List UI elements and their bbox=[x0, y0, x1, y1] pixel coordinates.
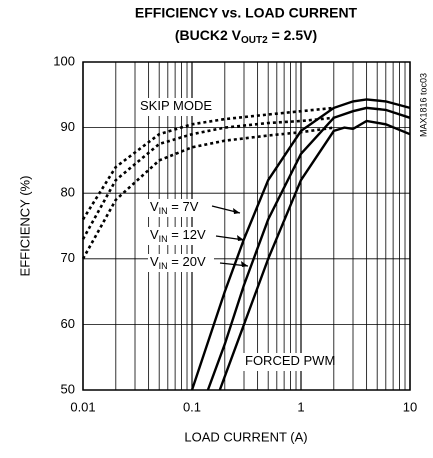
arrow-head bbox=[237, 235, 244, 241]
annotation: VIN = 12V bbox=[150, 227, 206, 244]
annotation: FORCED PWM bbox=[245, 353, 335, 368]
x-tick-label: 10 bbox=[403, 399, 417, 414]
side-note: MAX1816 toc03 bbox=[418, 73, 428, 137]
y-tick-label: 80 bbox=[61, 185, 75, 200]
series-line bbox=[81, 116, 334, 240]
annotation-part: = 7V bbox=[168, 199, 199, 214]
subtitle-sub: OUT2 bbox=[241, 35, 268, 46]
annotation-part: IN bbox=[159, 261, 168, 271]
series-line bbox=[218, 119, 411, 391]
annotation: VIN = 20V bbox=[150, 254, 206, 271]
annotation-part: V bbox=[150, 227, 159, 242]
y-axis-label: EFFICIENCY (%) bbox=[17, 176, 32, 277]
label-bg bbox=[243, 353, 329, 371]
chart-title: EFFICIENCY vs. LOAD CURRENT bbox=[135, 5, 358, 21]
subtitle-part: (BUCK2 V bbox=[175, 27, 242, 43]
annotation-part: IN bbox=[159, 234, 168, 244]
series-line bbox=[206, 106, 411, 391]
series-line bbox=[81, 106, 334, 221]
annotation-part: = 20V bbox=[168, 254, 206, 269]
y-tick-label: 100 bbox=[53, 53, 75, 68]
y-tick-label: 90 bbox=[61, 119, 75, 134]
label-bg bbox=[138, 98, 224, 116]
x-axis-label: LOAD CURRENT (A) bbox=[184, 429, 307, 444]
plot-frame bbox=[82, 61, 411, 391]
label-bg bbox=[148, 254, 214, 272]
annotation-part: V bbox=[150, 199, 159, 214]
arrow-head bbox=[233, 208, 240, 214]
annotation-part: = 12V bbox=[168, 227, 206, 242]
annotation-part: V bbox=[150, 254, 159, 269]
annotation-part: SKIP MODE bbox=[140, 98, 212, 113]
annotation-part: IN bbox=[159, 206, 168, 216]
subtitle-part: = 2.5V) bbox=[268, 27, 317, 43]
y-tick-label: 50 bbox=[61, 381, 75, 396]
x-tick-label: 1 bbox=[297, 399, 304, 414]
arrow-head bbox=[241, 261, 248, 267]
annotation: SKIP MODE bbox=[140, 98, 212, 113]
x-tick-label: 0.1 bbox=[183, 399, 201, 414]
y-tick-label: 70 bbox=[61, 250, 75, 265]
series-line bbox=[190, 98, 411, 391]
series-line bbox=[81, 126, 334, 260]
annotation: VIN = 7V bbox=[150, 199, 199, 216]
x-tick-label: 0.01 bbox=[70, 399, 95, 414]
y-tick-label: 60 bbox=[61, 316, 75, 331]
annotation-part: FORCED PWM bbox=[245, 353, 335, 368]
label-bg bbox=[148, 199, 214, 217]
chart-subtitle: (BUCK2 VOUT2 = 2.5V) bbox=[175, 27, 317, 46]
label-bg bbox=[148, 227, 214, 245]
